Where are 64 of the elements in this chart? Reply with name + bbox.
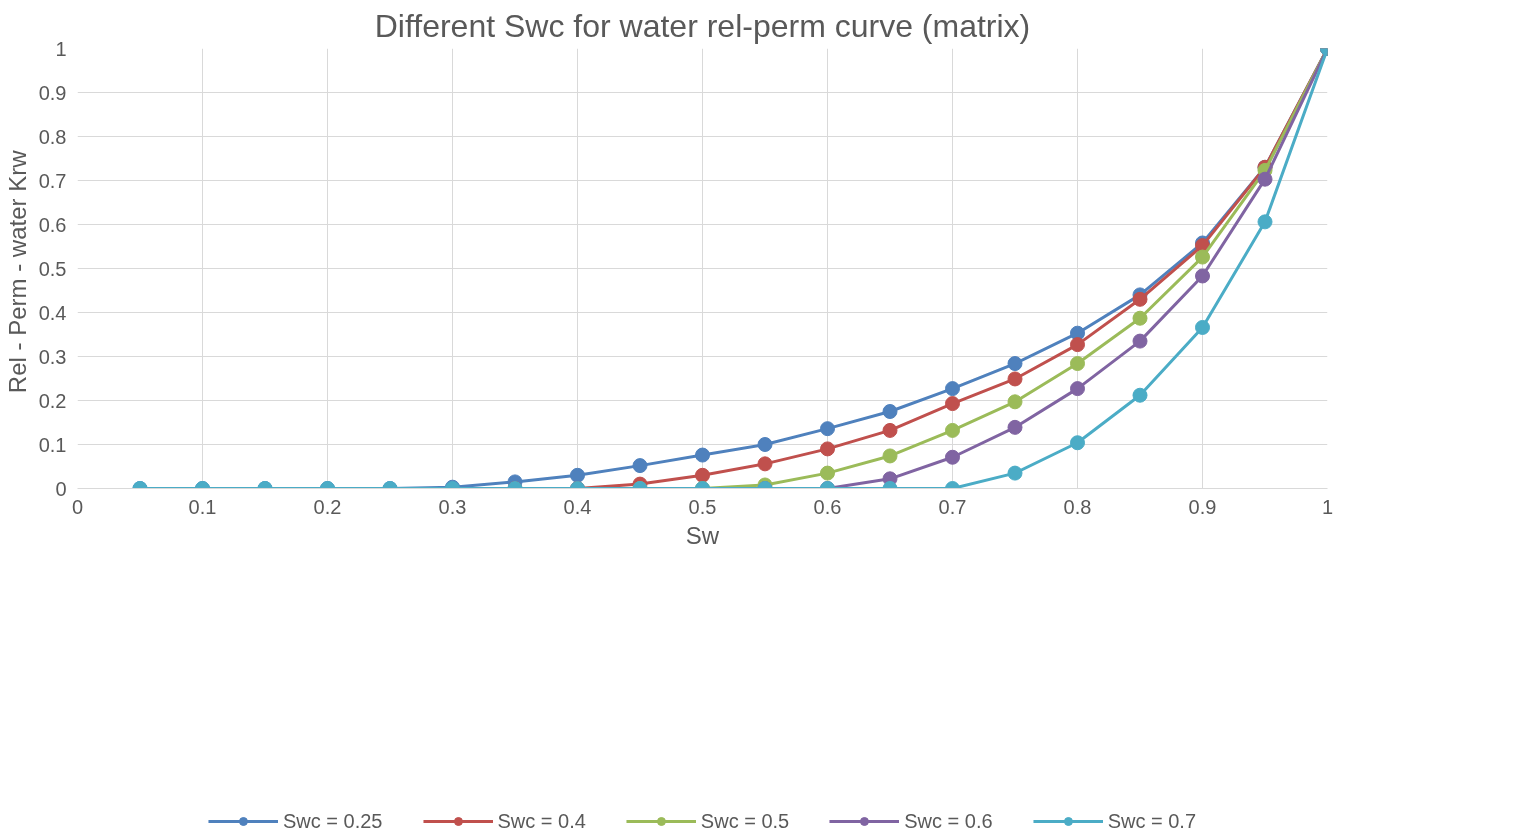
point <box>1070 356 1085 372</box>
point <box>757 437 773 452</box>
point <box>1132 310 1148 326</box>
y-tick-label: 0.4 <box>38 301 67 324</box>
x-tick-label: 0 <box>71 495 84 518</box>
point <box>757 456 773 472</box>
x-tick-label: 1 <box>1321 495 1334 518</box>
y-tick-label: 0 <box>55 477 67 500</box>
point <box>695 447 710 463</box>
legend-label: Swc = 0.5 <box>700 809 790 828</box>
y-axis-title: Rel - Perm - water Krw <box>3 149 31 394</box>
x-tick-label: 0.4 <box>563 495 592 518</box>
y-tick-label: 0.1 <box>38 433 67 456</box>
point <box>632 458 648 474</box>
point <box>1195 319 1210 335</box>
y-tick-label: 0.2 <box>38 389 67 412</box>
x-tick-label: 0.9 <box>1188 495 1217 518</box>
legend-label: Swc = 0.25 <box>282 809 383 828</box>
x-axis-title: Sw <box>685 521 720 549</box>
point <box>1132 333 1148 349</box>
point <box>1007 465 1023 481</box>
y-tick-label: 0.7 <box>38 169 67 192</box>
x-tick-label: 0.2 <box>313 495 342 518</box>
point <box>1007 394 1023 410</box>
point <box>1195 249 1210 265</box>
point <box>1070 381 1085 397</box>
x-tick-label: 0.6 <box>813 495 842 518</box>
point <box>882 422 898 438</box>
point <box>820 465 835 481</box>
x-tick-label: 0.3 <box>438 495 467 518</box>
point <box>945 449 960 465</box>
y-tick-label: 0.6 <box>38 213 67 236</box>
point <box>1070 435 1085 451</box>
y-tick-label: 0.9 <box>38 81 67 104</box>
point <box>945 381 960 397</box>
point <box>1007 419 1023 435</box>
x-tick-label: 0.7 <box>938 495 967 518</box>
point <box>695 467 710 483</box>
y-tick-label: 0.8 <box>38 125 67 148</box>
point <box>1070 337 1085 353</box>
x-tick-label: 0.1 <box>188 495 217 518</box>
point <box>882 448 898 464</box>
point <box>1007 356 1023 372</box>
point <box>1257 171 1273 187</box>
legend-label: Swc = 0.6 <box>904 809 993 828</box>
legend-label: Swc = 0.7 <box>1107 809 1197 828</box>
point <box>882 404 898 419</box>
point <box>1132 387 1148 403</box>
legend-label: Swc = 0.4 <box>497 809 586 828</box>
x-tick-label: 0.5 <box>688 495 717 518</box>
chart-title: Different Swc for water rel-perm curve (matrix) <box>374 7 1031 44</box>
y-tick-label: 0.5 <box>38 257 67 280</box>
point <box>1007 371 1023 387</box>
point <box>1257 214 1273 230</box>
point <box>1132 291 1148 307</box>
point <box>1195 268 1210 284</box>
y-tick-label: 1 <box>55 37 67 60</box>
point <box>945 422 960 438</box>
point <box>945 396 960 412</box>
point <box>820 421 835 437</box>
x-tick-label: 0.8 <box>1063 495 1092 518</box>
point <box>820 441 835 457</box>
y-tick-label: 0.3 <box>38 345 67 368</box>
point <box>570 467 585 483</box>
